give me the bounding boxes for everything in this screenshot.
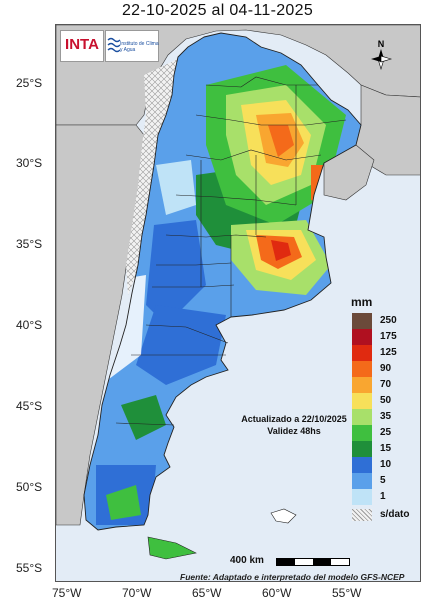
scale-segment bbox=[277, 559, 295, 565]
scale-bar bbox=[276, 558, 350, 566]
clima-logo-text: Instituto de Clima y Agua bbox=[120, 41, 159, 53]
legend-unit: mm bbox=[351, 295, 373, 309]
legend-label: 90 bbox=[380, 363, 392, 374]
legend-label: 250 bbox=[380, 315, 397, 326]
scale-segment bbox=[313, 559, 331, 565]
legend-label: 125 bbox=[380, 347, 397, 358]
compass-rose-icon: N bbox=[371, 39, 393, 71]
legend-label: 5 bbox=[380, 475, 386, 486]
legend-swatch bbox=[352, 409, 372, 425]
lon-label: 65°W bbox=[192, 586, 222, 600]
malvinas-islands bbox=[270, 508, 297, 524]
legend-label: 1 bbox=[380, 491, 386, 502]
precipitation-map bbox=[56, 25, 420, 560]
province-borders bbox=[115, 76, 347, 426]
north-letter: N bbox=[378, 39, 385, 49]
legend-swatch bbox=[352, 393, 372, 409]
legend-label: 35 bbox=[380, 411, 392, 422]
legend-swatch bbox=[352, 313, 372, 329]
scale-segment bbox=[295, 559, 313, 565]
north-arrow: N bbox=[366, 37, 396, 77]
legend-swatch bbox=[352, 329, 372, 345]
lat-label: 55°S bbox=[16, 561, 43, 575]
scale-label: 400 km bbox=[230, 555, 264, 566]
legend-swatch bbox=[352, 489, 372, 505]
legend-swatch bbox=[352, 457, 372, 473]
waves-icon bbox=[107, 37, 121, 53]
scale-segment bbox=[331, 559, 349, 565]
legend-label: 50 bbox=[380, 395, 392, 406]
instituto-clima-agua-logo: Instituto de Clima y Agua bbox=[105, 30, 159, 62]
tierra-del-fuego bbox=[147, 536, 197, 560]
argentina-border bbox=[83, 32, 362, 531]
legend-label: 70 bbox=[380, 379, 392, 390]
source-credit: Fuente: Adaptado e interpretado del mode… bbox=[180, 572, 405, 582]
lon-label: 75°W bbox=[52, 586, 82, 600]
legend-swatch bbox=[352, 345, 372, 361]
legend-nodata-swatch bbox=[352, 509, 372, 521]
lon-label: 60°W bbox=[262, 586, 292, 600]
update-note: Actualizado a 22/10/2025 Validez 48hs bbox=[224, 413, 364, 437]
legend-swatch bbox=[352, 361, 372, 377]
lat-label: 50°S bbox=[16, 480, 43, 494]
inta-logo-text: INTA bbox=[65, 36, 99, 53]
legend-swatch bbox=[352, 473, 372, 489]
legend-label: 175 bbox=[380, 331, 397, 342]
lat-label: 45°S bbox=[16, 399, 43, 413]
lon-label: 55°W bbox=[332, 586, 362, 600]
legend-swatch bbox=[352, 441, 372, 457]
legend-label: 10 bbox=[380, 459, 392, 470]
lat-label: 40°S bbox=[16, 318, 43, 332]
map-frame: INTA Instituto de Clima y Agua N mm 250 1… bbox=[55, 24, 421, 582]
legend-swatch bbox=[352, 425, 372, 441]
lat-label: 30°S bbox=[16, 156, 43, 170]
update-note-validity: Validez 48hs bbox=[267, 426, 321, 436]
lat-label: 35°S bbox=[16, 237, 43, 251]
legend-label: 25 bbox=[380, 427, 392, 438]
map-title: 22-10-2025 al 04-11-2025 bbox=[121, 2, 314, 19]
lon-label: 70°W bbox=[122, 586, 152, 600]
update-note-date: Actualizado a 22/10/2025 bbox=[241, 414, 347, 424]
legend-swatch bbox=[352, 377, 372, 393]
legend-label: 15 bbox=[380, 443, 392, 454]
lat-label: 25°S bbox=[16, 76, 43, 90]
inta-logo: INTA bbox=[60, 30, 104, 62]
legend-nodata-label: s/dato bbox=[380, 509, 410, 520]
